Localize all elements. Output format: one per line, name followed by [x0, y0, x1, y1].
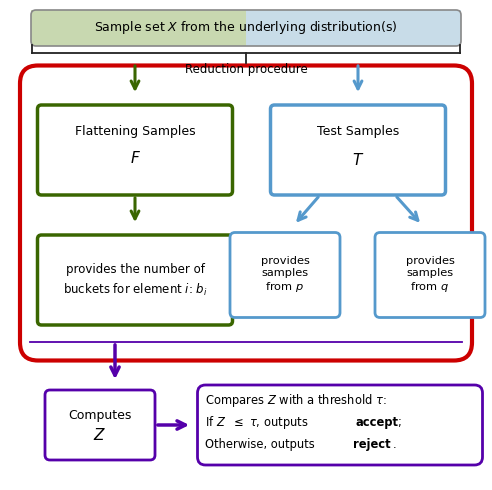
Text: provides the number of: provides the number of	[65, 264, 205, 276]
Text: $T$: $T$	[352, 152, 364, 168]
FancyBboxPatch shape	[246, 10, 461, 46]
FancyBboxPatch shape	[197, 385, 483, 465]
Text: provides
samples
from $p$: provides samples from $p$	[261, 256, 309, 294]
Text: reject: reject	[353, 438, 391, 450]
Text: Sample set $X$ from the underlying distribution(s): Sample set $X$ from the underlying distr…	[94, 20, 398, 36]
Text: Test Samples: Test Samples	[317, 125, 399, 139]
Text: Reduction procedure: Reduction procedure	[184, 64, 308, 76]
Text: .: .	[393, 438, 397, 450]
Text: If $Z$  $\leq$ $\tau$, outputs: If $Z$ $\leq$ $\tau$, outputs	[205, 414, 309, 431]
Text: $F$: $F$	[129, 150, 141, 166]
FancyBboxPatch shape	[20, 66, 472, 361]
Text: accept: accept	[356, 416, 399, 428]
Text: Otherwise, outputs: Otherwise, outputs	[205, 438, 318, 450]
Text: buckets for element $i$: $b_i$: buckets for element $i$: $b_i$	[62, 282, 207, 298]
FancyBboxPatch shape	[45, 390, 155, 460]
FancyBboxPatch shape	[37, 235, 233, 325]
FancyBboxPatch shape	[31, 10, 246, 46]
FancyBboxPatch shape	[375, 232, 485, 318]
Text: Computes: Computes	[68, 409, 132, 421]
FancyBboxPatch shape	[37, 105, 233, 195]
Text: provides
samples
from $q$: provides samples from $q$	[405, 256, 455, 294]
Text: ;: ;	[397, 416, 401, 428]
FancyBboxPatch shape	[230, 232, 340, 318]
Text: $Z$: $Z$	[93, 427, 107, 443]
FancyBboxPatch shape	[271, 105, 445, 195]
Text: Flattening Samples: Flattening Samples	[75, 125, 195, 139]
Text: Compares $Z$ with a threshold $\tau$:: Compares $Z$ with a threshold $\tau$:	[205, 392, 387, 409]
